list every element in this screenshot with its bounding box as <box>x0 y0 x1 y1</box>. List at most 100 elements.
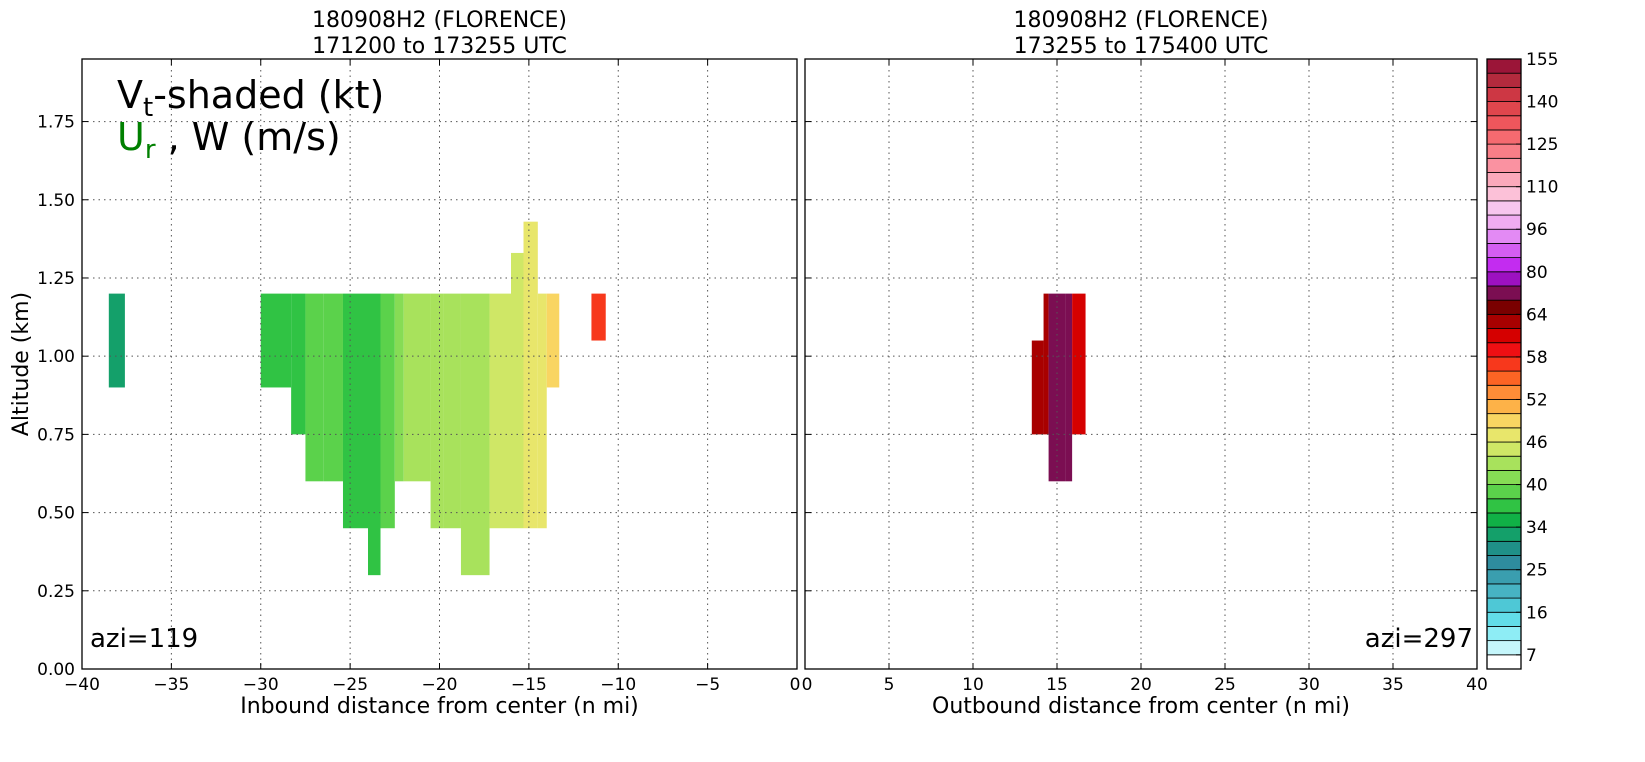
colorbar-swatch <box>1486 285 1522 301</box>
colorbar: 7 16 25 34 40 46 52 58 64 80 96 110 125 140 155 <box>1486 50 1558 670</box>
x-tick-label: 20 <box>1130 675 1152 695</box>
colorbar-swatch <box>1486 342 1522 358</box>
vt-cell <box>305 293 324 482</box>
colorbar-swatch <box>1486 384 1522 400</box>
vt-cell <box>537 293 547 529</box>
y-tick-label: 1.75 <box>37 113 75 133</box>
colorbar-swatch <box>1486 427 1522 443</box>
vt-cell <box>523 221 538 529</box>
x-tick-label: −10 <box>600 675 636 695</box>
colorbar-tick-label: 96 <box>1526 220 1548 240</box>
colorbar-swatch <box>1486 58 1522 74</box>
colorbar-swatch <box>1486 86 1522 102</box>
x-tick-label: −25 <box>332 675 368 695</box>
colorbar-swatch <box>1486 569 1522 585</box>
legend-vt-subscript: t <box>143 93 153 123</box>
colorbar-swatch <box>1486 626 1522 642</box>
x-tick-label: 15 <box>1046 675 1068 695</box>
azimuth-label: azi=119 <box>90 624 198 654</box>
colorbar-swatch <box>1486 455 1522 471</box>
colorbar-tick-label: 16 <box>1526 603 1548 623</box>
x-tick-label: 25 <box>1214 675 1236 695</box>
legend-line-ur: Ur , W (m/s) <box>117 115 341 165</box>
colorbar-swatch <box>1486 498 1522 514</box>
colorbar-swatch <box>1486 214 1522 230</box>
vt-cell <box>108 293 125 388</box>
legend-vt-symbol: V <box>117 73 143 117</box>
colorbar-swatch <box>1486 200 1522 216</box>
colorbar-swatch <box>1486 399 1522 415</box>
colorbar-swatch <box>1486 413 1522 429</box>
colorbar-swatch <box>1486 243 1522 259</box>
vt-cell <box>394 293 404 482</box>
x-tick-label: −15 <box>511 675 547 695</box>
x-tick-label: −5 <box>695 675 720 695</box>
colorbar-swatch <box>1486 583 1522 599</box>
chart-title-line1: 180908H2 (FLORENCE) <box>312 8 567 33</box>
colorbar-swatch <box>1486 271 1522 287</box>
colorbar-swatch <box>1486 313 1522 329</box>
y-tick-label: 0.75 <box>37 425 75 445</box>
colorbar-tick-label: 52 <box>1526 390 1548 410</box>
x-tick-label: 0 <box>802 675 813 695</box>
vt-cell <box>323 293 343 482</box>
chart-title-line2: 171200 to 173255 UTC <box>312 34 567 59</box>
azimuth-label: azi=297 <box>1365 624 1473 654</box>
vt-cell <box>260 293 292 388</box>
colorbar-swatch <box>1486 555 1522 571</box>
vt-cell <box>403 293 431 482</box>
vt-cell <box>591 293 606 341</box>
x-tick-label: 35 <box>1382 675 1404 695</box>
vt-cell <box>460 293 490 576</box>
colorbar-frame <box>1486 58 1522 670</box>
colorbar-tick-label: 125 <box>1526 135 1558 155</box>
colorbar-swatch <box>1486 484 1522 500</box>
colorbar-tick-label: 46 <box>1526 433 1548 453</box>
colorbar-swatch <box>1486 469 1522 485</box>
colorbar-swatch <box>1486 186 1522 202</box>
x-tick-label: 0 <box>790 675 801 695</box>
y-tick-label: 1.00 <box>37 347 75 367</box>
x-axis-label: Outbound distance from center (n mi) <box>932 694 1350 719</box>
colorbar-swatch <box>1486 115 1522 131</box>
colorbar-swatch <box>1486 172 1522 188</box>
y-tick-label: 0.25 <box>37 582 75 602</box>
colorbar-tick-label: 34 <box>1526 518 1548 538</box>
colorbar-swatch <box>1486 143 1522 159</box>
y-tick-label: 0.00 <box>37 660 75 680</box>
vt-cell <box>1065 293 1073 482</box>
outbound-panel: 0 5 10 15 20 25 30 35 40 180908H2 (FLORENCE)17325… <box>802 8 1488 719</box>
colorbar-tick-label: 25 <box>1526 561 1548 581</box>
colorbar-swatch <box>1486 157 1522 173</box>
colorbar-swatch <box>1486 611 1522 627</box>
legend-line-vt: Vt-shaded (kt) <box>117 73 384 123</box>
y-tick-label: 0.50 <box>37 504 75 524</box>
colorbar-swatch <box>1486 228 1522 244</box>
x-tick-label: −35 <box>153 675 189 695</box>
y-tick-label: 1.25 <box>37 269 75 289</box>
colorbar-swatch <box>1486 540 1522 556</box>
colorbar-tick-label: 80 <box>1526 263 1548 283</box>
vt-cell <box>342 293 368 529</box>
vt-cell <box>430 293 444 529</box>
x-axis-label: Inbound distance from center (n mi) <box>240 694 639 719</box>
legend-ur-subscript: r <box>145 135 156 165</box>
colorbar-swatch <box>1486 299 1522 315</box>
vt-cell <box>489 293 511 529</box>
colorbar-swatch <box>1486 129 1522 145</box>
legend-ur-rest: , W (m/s) <box>156 115 341 159</box>
vt-cell <box>546 293 560 388</box>
colorbar-tick-label: 40 <box>1526 476 1548 496</box>
chart-title-line2: 173255 to 175400 UTC <box>1014 34 1269 59</box>
vt-cell <box>380 293 395 529</box>
vt-cell <box>511 252 524 529</box>
x-tick-label: 5 <box>884 675 895 695</box>
colorbar-tick-label: 140 <box>1526 93 1558 113</box>
colorbar-swatch <box>1486 640 1522 656</box>
colorbar-tick-label: 7 <box>1526 646 1537 666</box>
x-tick-label: 40 <box>1466 675 1488 695</box>
chart-title-line1: 180908H2 (FLORENCE) <box>1013 8 1268 33</box>
colorbar-swatch <box>1486 101 1522 117</box>
inbound-panel: −40 −35 −30 −25 −20 −15 −10 −5 0 0.00 0.25 0.50 0.75… <box>9 8 800 719</box>
